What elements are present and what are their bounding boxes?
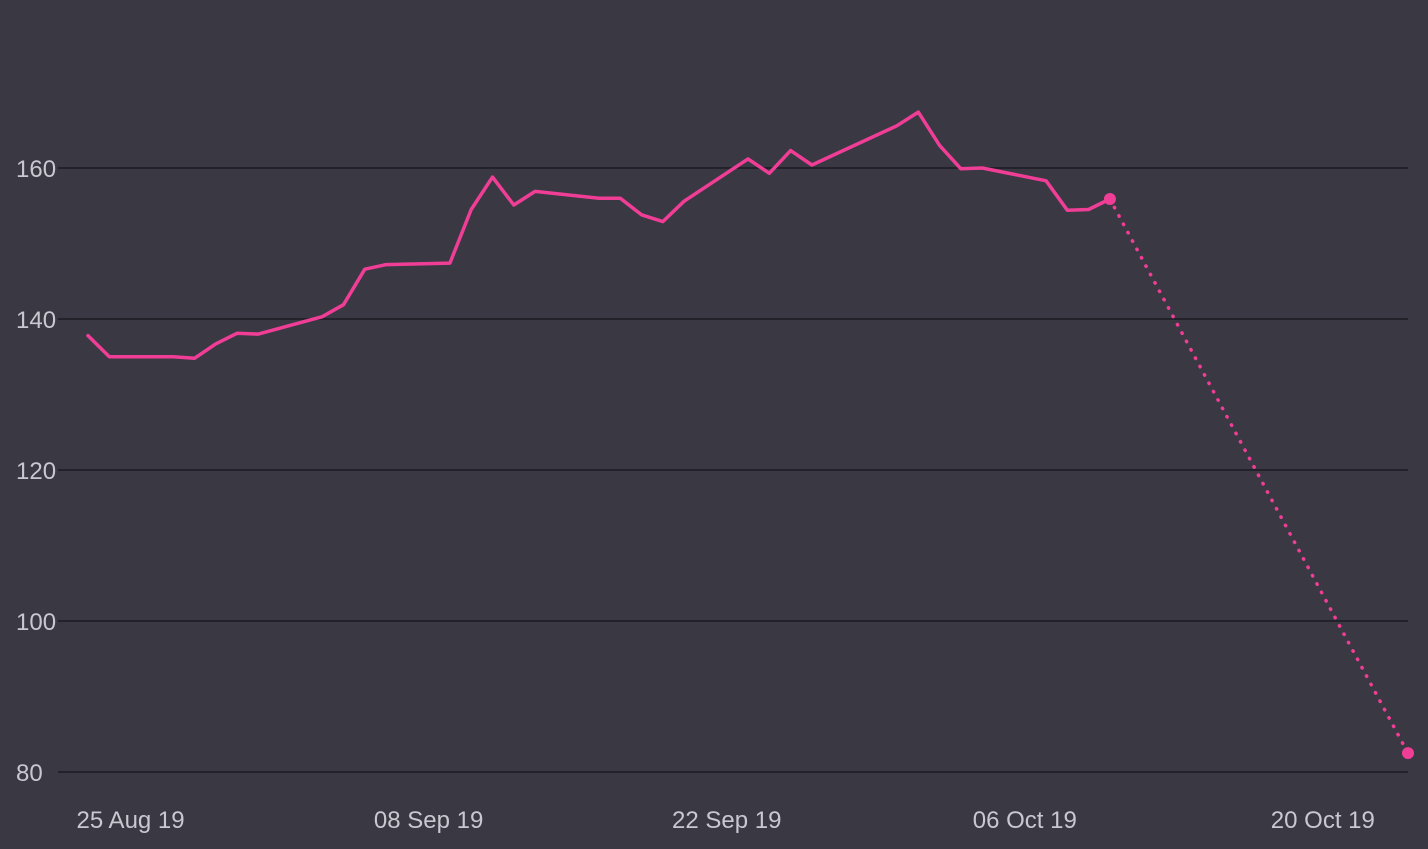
- series-markers: [1103, 192, 1414, 760]
- x-tick-label-2019-10-06: 06 Oct 19: [973, 807, 1077, 834]
- x-axis-tick-labels: 25 Aug 19 08 Sep 19 22 Sep 19 06 Oct 19 20 O…: [77, 807, 1375, 834]
- x-tick-label-2019-10-20: 20 Oct 19: [1271, 807, 1375, 834]
- price-line: [86, 110, 1112, 361]
- point-marker-2019-10-24: [1402, 747, 1414, 760]
- series-lines: [86, 110, 1410, 755]
- x-tick-label-2019-09-08: 08 Sep 19: [374, 807, 483, 834]
- y-tick-label-120: 120: [16, 458, 56, 485]
- y-tick-label-160: 160: [16, 156, 56, 183]
- gridlines: [58, 167, 1408, 773]
- forecast-line: [1108, 197, 1410, 755]
- y-axis-tick-labels: 80 100 120 140 160: [16, 156, 56, 787]
- y-tick-label-140: 140: [16, 307, 56, 334]
- y-tick-label-80: 80: [16, 760, 43, 787]
- x-tick-label-2019-08-25: 25 Aug 19: [77, 807, 185, 834]
- x-tick-label-2019-09-22: 22 Sep 19: [672, 807, 781, 834]
- point-marker-2019-10-10: [1103, 192, 1116, 205]
- y-tick-label-100: 100: [16, 609, 56, 636]
